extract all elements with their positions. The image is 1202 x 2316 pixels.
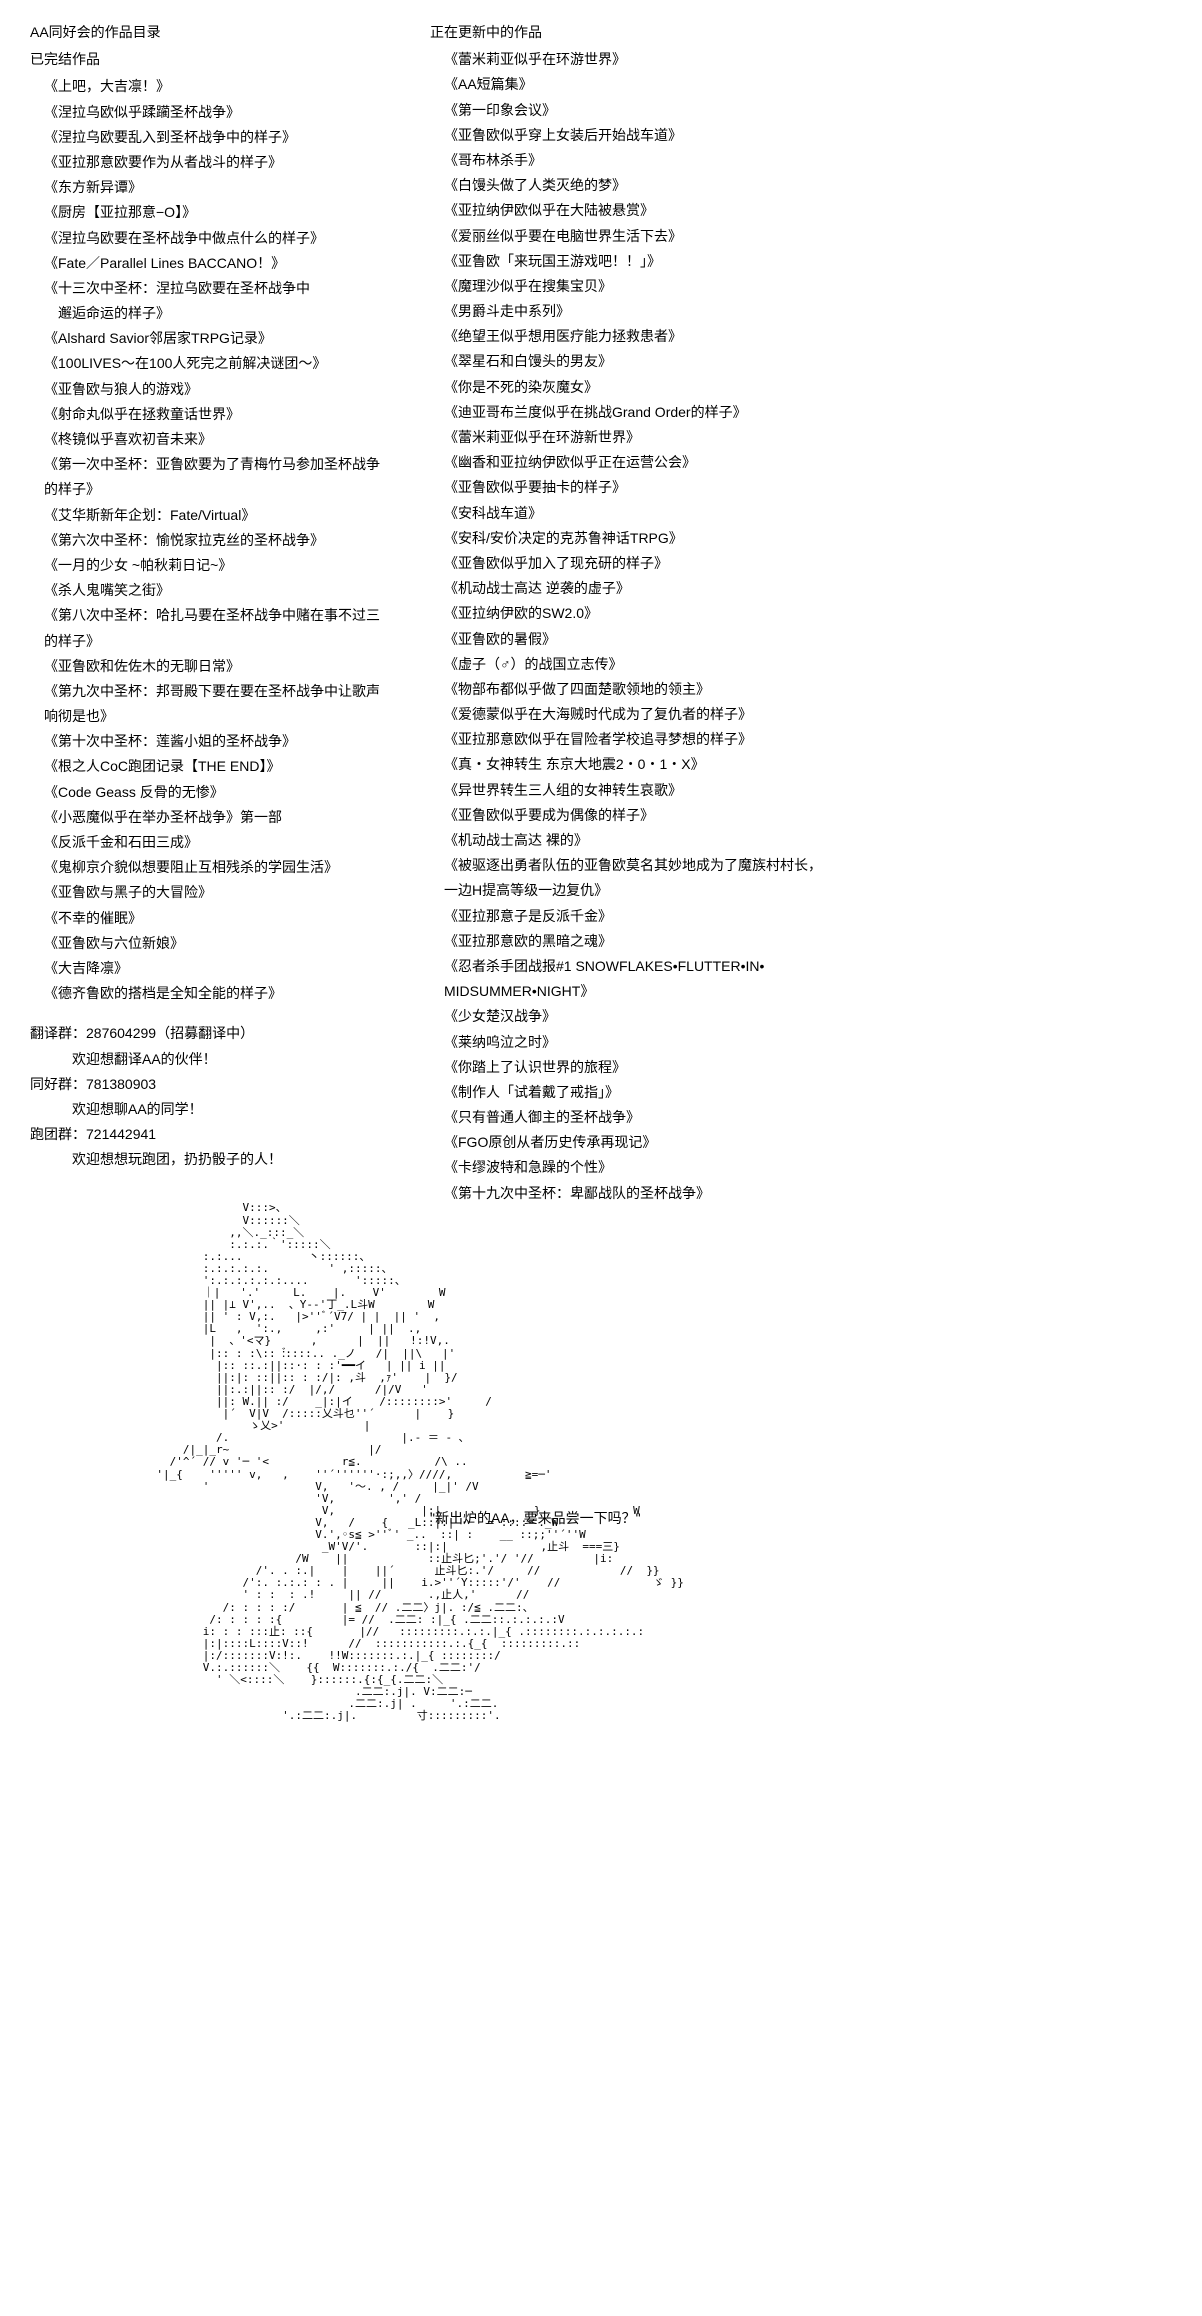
list-item: 《绝望王似乎想用医疗能力拯救患者》 <box>444 324 1172 349</box>
list-item: 《根之人CoC跑团记录【THE END】》 <box>44 754 390 779</box>
list-item: 《男爵斗走中系列》 <box>444 299 1172 324</box>
list-item: 《十三次中圣杯：涅拉乌欧要在圣杯战争中 <box>44 276 390 301</box>
list-item: 《机动战士高达 逆袭的虚子》 <box>444 576 1172 601</box>
list-item: 《亚拉那意欧的黑暗之魂》 <box>444 929 1172 954</box>
list-item: 《亚鲁欧的暑假》 <box>444 627 1172 652</box>
list-item: 《第十次中圣杯：莲酱小姐的圣杯战争》 <box>44 729 390 754</box>
list-item: 《你踏上了认识世界的旅程》 <box>444 1055 1172 1080</box>
list-item: 《安科战车道》 <box>444 501 1172 526</box>
list-item: 《100LIVES～在100人死完之前解决谜团～》 <box>44 351 390 376</box>
list-item: 《Alshard Savior邻居家TRPG记录》 <box>44 326 390 351</box>
list-item: MIDSUMMER•NIGHT》 <box>444 979 1172 1004</box>
group-sub: 欢迎想聊AA的同学！ <box>30 1097 390 1122</box>
group-label: 同好群：781380903 <box>30 1072 390 1097</box>
list-item: 《亚鲁欧似乎加入了现充研的样子》 <box>444 551 1172 576</box>
list-item: 《虚子（♂）的战国立志传》 <box>444 652 1172 677</box>
list-item: 《第八次中圣杯：哈扎马要在圣杯战争中赌在事不过三的样子》 <box>44 603 390 653</box>
list-item: 《亚拉那意欧似乎在冒险者学校追寻梦想的样子》 <box>444 727 1172 752</box>
list-item: 《东方新异谭》 <box>44 175 390 200</box>
ascii-art: V:::>、 V::::::＼ ,,＼._:::_＼ :.:.:.｀':::::… <box>110 1202 390 1722</box>
list-item: 《厨房【亚拉那意−O】》 <box>44 200 390 225</box>
list-item: 《第六次中圣杯：愉悦家拉克丝的圣杯战争》 <box>44 528 390 553</box>
list-item: 《涅拉乌欧要在圣杯战争中做点什么的样子》 <box>44 226 390 251</box>
list-item: 《第一次中圣杯：亚鲁欧要为了青梅竹马参加圣杯战争的样子》 <box>44 452 390 502</box>
list-item: 《上吧，大吉凛！》 <box>44 74 390 99</box>
list-item: 《亚鲁欧与六位新娘》 <box>44 931 390 956</box>
list-item: 《柊镜似乎喜欢初音未来》 <box>44 427 390 452</box>
list-item: 《机动战士高达 裸的》 <box>444 828 1172 853</box>
list-item: 《杀人鬼嘴笑之街》 <box>44 578 390 603</box>
list-item: 《Fate／Parallel Lines BACCANO！》 <box>44 251 390 276</box>
list-item: 《射命丸似乎在拯救童话世界》 <box>44 402 390 427</box>
catalog-header: AA同好会的作品目录 <box>30 20 390 45</box>
list-item: 《亚鲁欧似乎要抽卡的样子》 <box>444 475 1172 500</box>
list-item: 《反派千金和石田三成》 <box>44 830 390 855</box>
list-item: 《不幸的催眠》 <box>44 906 390 931</box>
list-item: 《大吉降凛》 <box>44 956 390 981</box>
list-item: 《艾华斯新年企划：Fate/Virtual》 <box>44 503 390 528</box>
list-item: 《卡缪波特和急躁的个性》 <box>444 1155 1172 1180</box>
list-item: 《FGO原创从者历史传承再现记》 <box>444 1130 1172 1155</box>
list-item: 《涅拉乌欧似乎蹂躏圣杯战争》 <box>44 100 390 125</box>
list-item: 《亚拉纳伊欧似乎在大陆被悬赏》 <box>444 198 1172 223</box>
list-item: 《亚鲁欧「来玩国王游戏吧！！」》 <box>444 249 1172 274</box>
completed-title: 已完结作品 <box>30 47 390 72</box>
group-sub: 欢迎想翻译AA的伙伴！ <box>30 1047 390 1072</box>
list-item: 《哥布林杀手》 <box>444 148 1172 173</box>
list-item: 《只有普通人御主的圣杯战争》 <box>444 1105 1172 1130</box>
list-item: 《亚拉纳伊欧的SW2.0》 <box>444 601 1172 626</box>
list-item: 《爱德蒙似乎在大海贼时代成为了复仇者的样子》 <box>444 702 1172 727</box>
list-item: 《亚拉那意欧要作为从者战斗的样子》 <box>44 150 390 175</box>
list-item: 《Code Geass 反骨的无惨》 <box>44 780 390 805</box>
list-item: 《制作人「试着戴了戒指」》 <box>444 1080 1172 1105</box>
list-item: 《亚鲁欧似乎穿上女装后开始战车道》 <box>444 123 1172 148</box>
list-item: 《亚鲁欧和佐佐木的无聊日常》 <box>44 654 390 679</box>
list-item: 《幽香和亚拉纳伊欧似乎正在运营公会》 <box>444 450 1172 475</box>
list-item: 一边H提高等级一边复仇》 <box>444 878 1172 903</box>
list-item: 《涅拉乌欧要乱入到圣杯战争中的样子》 <box>44 125 390 150</box>
list-item: 《第十九次中圣杯：卑鄙战队的圣杯战争》 <box>444 1181 1172 1206</box>
completed-list: 《上吧，大吉凛！》《涅拉乌欧似乎蹂躏圣杯战争》《涅拉乌欧要乱入到圣杯战争中的样子… <box>30 74 390 1006</box>
list-item: 《爱丽丝似乎要在电脑世界生活下去》 <box>444 224 1172 249</box>
list-item: 《第一印象会议》 <box>444 98 1172 123</box>
list-item: 《翠星石和白馒头的男友》 <box>444 349 1172 374</box>
list-item: 《魔理沙似乎在搜集宝贝》 <box>444 274 1172 299</box>
updating-list: 《蕾米莉亚似乎在环游世界》《AA短篇集》《第一印象会议》《亚鲁欧似乎穿上女装后开… <box>430 47 1172 1206</box>
list-item: 《AA短篇集》 <box>444 72 1172 97</box>
list-item: 《安科/安价决定的克苏鲁神话TRPG》 <box>444 526 1172 551</box>
list-item: 《莱纳呜泣之时》 <box>444 1030 1172 1055</box>
list-item: 《你是不死的染灰魔女》 <box>444 375 1172 400</box>
list-item: 邂逅命运的样子》 <box>44 301 390 326</box>
list-item: 《亚鲁欧似乎要成为偶像的样子》 <box>444 803 1172 828</box>
list-item: 《蕾米莉亚似乎在环游世界》 <box>444 47 1172 72</box>
list-item: 《第九次中圣杯：邦哥殿下要在要在圣杯战争中让歌声响彻是也》 <box>44 679 390 729</box>
list-item: 《鬼柳京介貌似想要阻止互相残杀的学园生活》 <box>44 855 390 880</box>
list-item: 《忍者杀手团战报#1 SNOWFLAKES•FLUTTER•IN• <box>444 954 1172 979</box>
list-item: 《真・女神转生 东京大地震2・0・1・X》 <box>444 752 1172 777</box>
group-info: 翻译群：287604299（招募翻译中）欢迎想翻译AA的伙伴！同好群：78138… <box>30 1021 390 1172</box>
group-label: 跑团群：721442941 <box>30 1122 390 1147</box>
list-item: 《亚鲁欧与狼人的游戏》 <box>44 377 390 402</box>
list-item: 《亚鲁欧与黑子的大冒险》 <box>44 880 390 905</box>
list-item: 《德齐鲁欧的搭档是全知全能的样子》 <box>44 981 390 1006</box>
quote-text: "新出炉的AA，要来品尝一下吗？" <box>430 1506 1172 1531</box>
updating-title: 正在更新中的作品 <box>430 20 1172 45</box>
list-item: 《蕾米莉亚似乎在环游新世界》 <box>444 425 1172 450</box>
list-item: 《异世界转生三人组的女神转生哀歌》 <box>444 778 1172 803</box>
list-item: 《少女楚汉战争》 <box>444 1004 1172 1029</box>
list-item: 《物部布都似乎做了四面楚歌领地的领主》 <box>444 677 1172 702</box>
list-item: 《迪亚哥布兰度似乎在挑战Grand Order的样子》 <box>444 400 1172 425</box>
list-item: 《亚拉那意子是反派千金》 <box>444 904 1172 929</box>
group-label: 翻译群：287604299（招募翻译中） <box>30 1021 390 1046</box>
list-item: 《白馒头做了人类灭绝的梦》 <box>444 173 1172 198</box>
list-item: 《小恶魔似乎在举办圣杯战争》第一部 <box>44 805 390 830</box>
list-item: 《一月的少女 ~帕秋莉日记~》 <box>44 553 390 578</box>
group-sub: 欢迎想想玩跑团，扔扔骰子的人！ <box>30 1147 390 1172</box>
list-item: 《被驱逐出勇者队伍的亚鲁欧莫名其妙地成为了魔族村村长， <box>444 853 1172 878</box>
